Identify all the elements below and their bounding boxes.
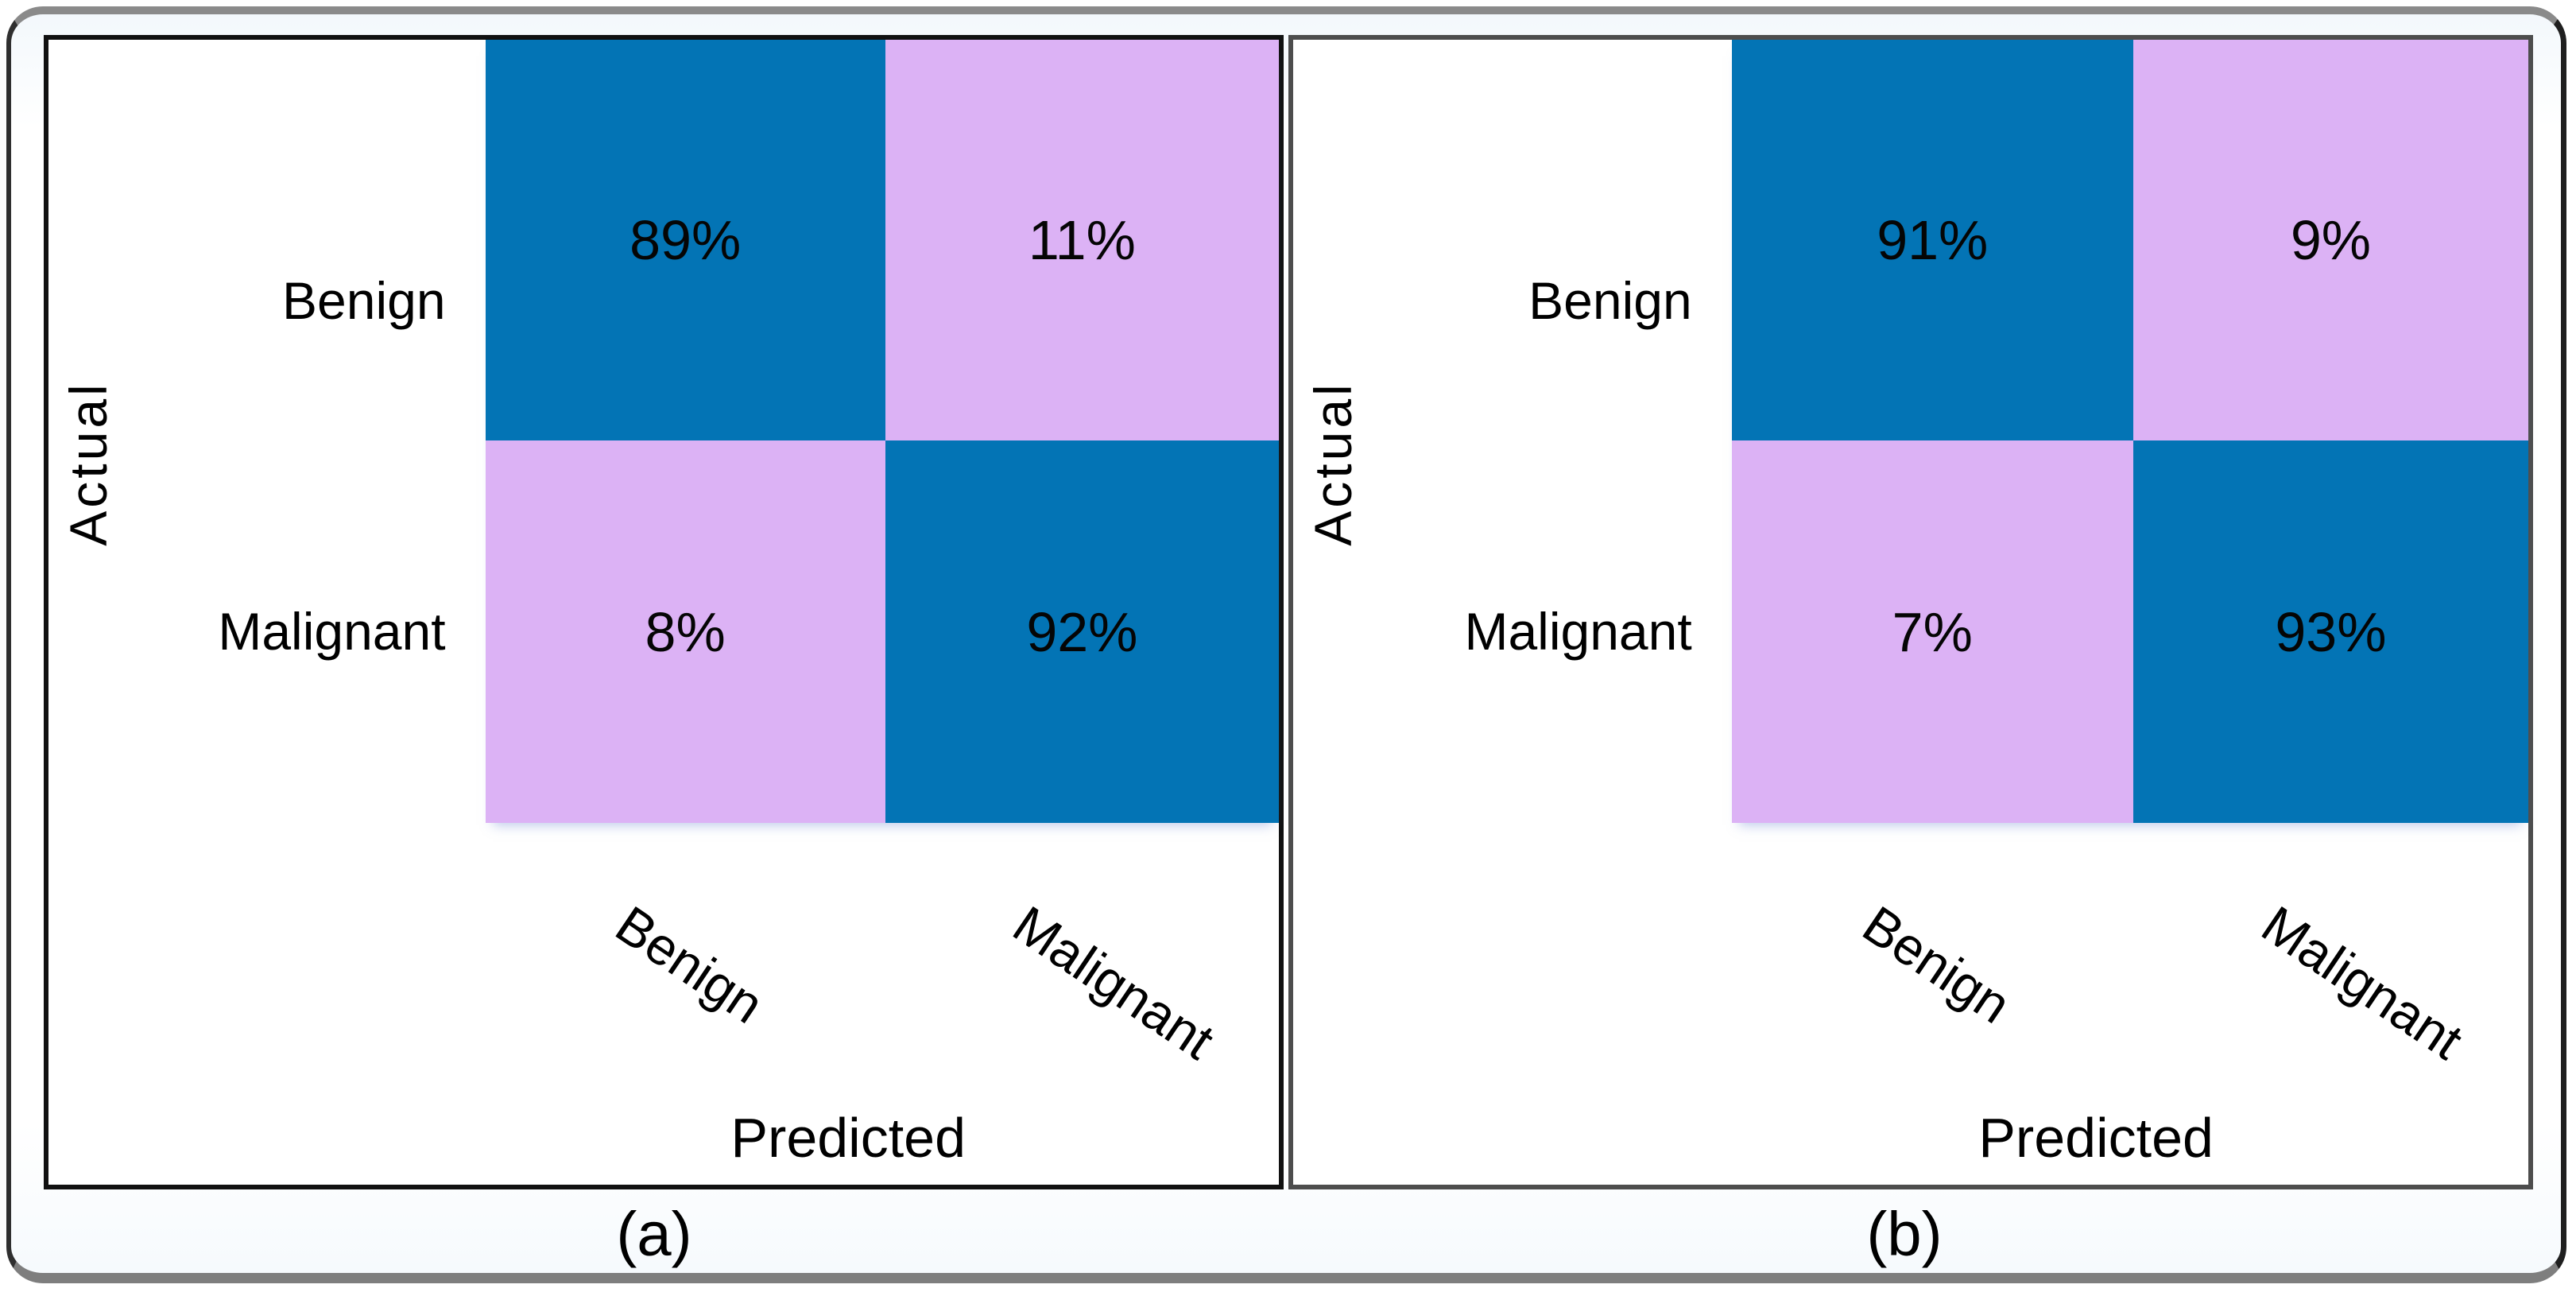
y-axis-label-actual: Actual [59,381,118,546]
row-label-benign: Benign [282,271,446,331]
cell-actual-benign-pred-benign: 91% [1731,40,2133,441]
col-label-malignant: Malignant [2251,894,2473,1071]
confusion-matrix-panel-b: Actual Benign Malignant 91% 9% 7% 93% Be… [1288,35,2533,1189]
cell-actual-benign-pred-benign: 89% [485,40,885,441]
matrix-grid: 89% 11% 8% 92% [485,40,1279,823]
x-axis-label-predicted: Predicted [1978,1106,2214,1169]
cell-actual-benign-pred-malignant: 9% [2132,40,2528,441]
confusion-matrix-panel-a: Actual Benign Malignant 89% 11% 8% 92% B… [44,35,1284,1189]
subfigure-caption-b: (b) [1866,1198,1943,1269]
col-label-benign: Benign [1852,894,2021,1035]
x-axis-label-predicted: Predicted [730,1106,966,1169]
cell-actual-malignant-pred-malignant: 93% [2132,440,2528,823]
y-axis-label-actual: Actual [1303,381,1362,546]
cell-actual-malignant-pred-benign: 8% [485,440,885,823]
matrix-grid: 91% 9% 7% 93% [1731,40,2528,823]
cell-actual-malignant-pred-malignant: 92% [885,440,1279,823]
row-label-benign: Benign [1528,271,1692,331]
cell-actual-benign-pred-malignant: 11% [885,40,1279,441]
col-label-benign: Benign [606,894,774,1035]
row-label-malignant: Malignant [218,602,446,662]
cell-actual-malignant-pred-benign: 7% [1731,440,2133,823]
subfigure-caption-a: (a) [616,1198,692,1269]
row-label-malignant: Malignant [1464,602,1692,662]
col-label-malignant: Malignant [1003,894,1225,1071]
